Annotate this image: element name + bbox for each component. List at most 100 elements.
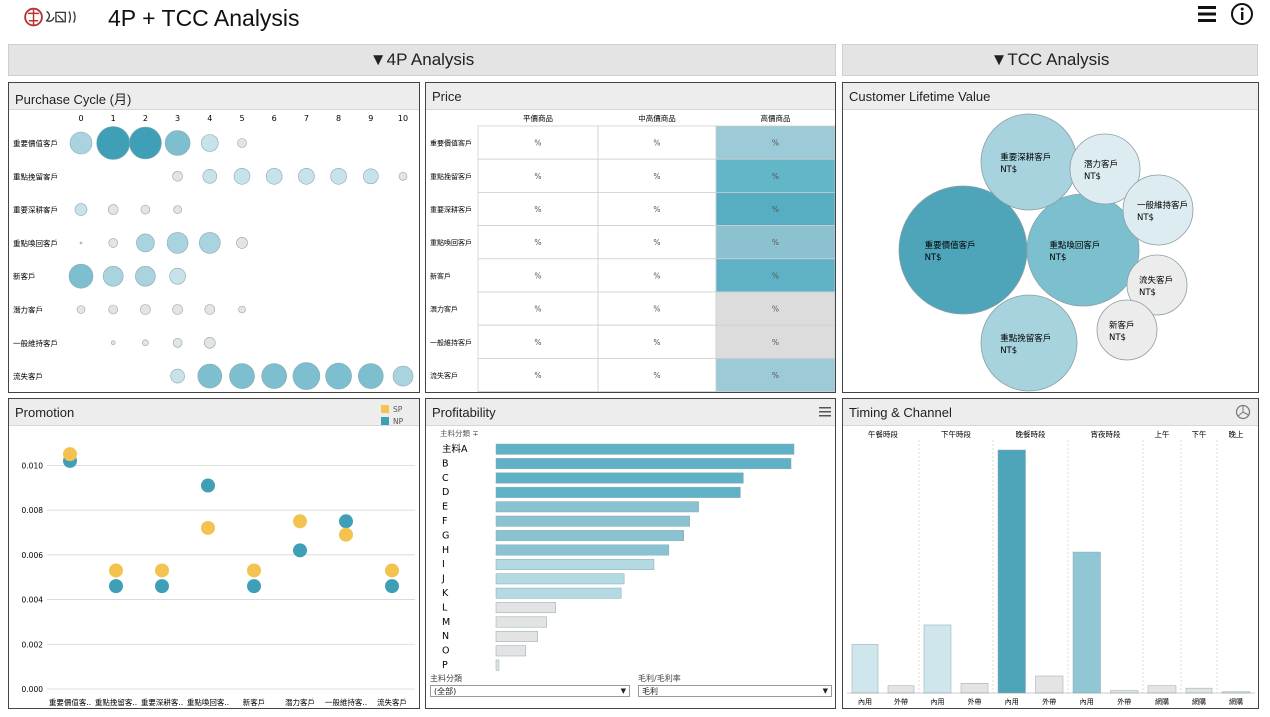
clv-bubble[interactable] (1126, 254, 1188, 316)
cycle-bubble[interactable] (237, 138, 247, 148)
promo-point[interactable] (339, 514, 353, 529)
price-cell[interactable] (597, 258, 717, 293)
section-4p-analysis[interactable]: ▼4P Analysis (8, 44, 836, 76)
cycle-bubble[interactable] (74, 203, 88, 216)
cycle-bubble[interactable] (261, 363, 288, 389)
promo-point[interactable] (109, 579, 123, 594)
cycle-bubble[interactable] (201, 134, 219, 152)
price-cell[interactable] (477, 125, 599, 160)
cycle-bubble[interactable] (110, 340, 116, 346)
profit-bar[interactable] (495, 515, 690, 527)
cycle-bubble[interactable] (172, 304, 183, 315)
cycle-bubble[interactable] (140, 204, 151, 215)
cycle-bubble[interactable] (129, 126, 162, 160)
profit-bar[interactable] (495, 501, 699, 513)
price-cell[interactable] (715, 192, 835, 227)
channel-bar[interactable] (851, 644, 879, 694)
channel-bar[interactable] (1110, 690, 1139, 694)
channel-bar[interactable] (1072, 551, 1101, 694)
price-cell[interactable] (715, 291, 835, 326)
cycle-bubble[interactable] (102, 265, 124, 287)
material-category-dropdown[interactable]: (全部) ▼ (430, 685, 630, 697)
profit-bar[interactable] (495, 486, 741, 498)
clv-bubble[interactable] (980, 294, 1078, 392)
price-cell[interactable] (715, 225, 835, 260)
promo-point[interactable] (293, 514, 307, 529)
promo-point[interactable] (293, 543, 307, 558)
promo-point[interactable] (155, 563, 169, 578)
cycle-bubble[interactable] (108, 304, 118, 315)
promo-point[interactable] (155, 579, 169, 594)
price-cell[interactable] (715, 357, 835, 392)
channel-bar[interactable] (887, 685, 915, 694)
cycle-bubble[interactable] (325, 362, 352, 390)
promo-point[interactable] (63, 447, 77, 462)
cycle-bubble[interactable] (140, 304, 151, 315)
cycle-bubble[interactable] (357, 363, 384, 389)
cycle-bubble[interactable] (164, 130, 191, 156)
cycle-bubble[interactable] (107, 204, 119, 215)
cycle-bubble[interactable] (68, 263, 94, 289)
promo-point[interactable] (201, 478, 215, 493)
promo-point[interactable] (109, 563, 123, 578)
cycle-bubble[interactable] (166, 232, 189, 254)
channel-bar[interactable] (997, 449, 1026, 694)
price-cell[interactable] (597, 324, 717, 359)
profit-bar[interactable] (495, 659, 500, 671)
cycle-bubble[interactable] (79, 241, 83, 245)
section-tcc-analysis[interactable]: ▼TCC Analysis (842, 44, 1258, 76)
menu-icon[interactable] (818, 405, 832, 419)
cycle-bubble[interactable] (298, 168, 315, 185)
cycle-bubble[interactable] (229, 363, 255, 389)
cycle-bubble[interactable] (172, 338, 183, 348)
channel-bar[interactable] (960, 683, 989, 694)
cycle-bubble[interactable] (197, 363, 223, 389)
profit-bar[interactable] (495, 443, 795, 455)
profit-bar[interactable] (495, 630, 538, 642)
cycle-bubble[interactable] (392, 365, 414, 387)
profit-bar[interactable] (495, 458, 792, 470)
cycle-bubble[interactable] (362, 168, 379, 185)
cycle-bubble[interactable] (76, 305, 86, 314)
cycle-bubble[interactable] (173, 205, 182, 214)
cycle-bubble[interactable] (170, 368, 185, 384)
cycle-bubble[interactable] (330, 168, 347, 185)
promo-point[interactable] (201, 520, 215, 535)
price-cell[interactable] (477, 158, 599, 193)
cycle-bubble[interactable] (204, 304, 216, 315)
price-cell[interactable] (715, 324, 835, 359)
cycle-bubble[interactable] (69, 131, 93, 155)
cycle-bubble[interactable] (96, 126, 130, 160)
clv-bubble[interactable] (1069, 133, 1141, 205)
cycle-bubble[interactable] (292, 362, 321, 390)
price-cell[interactable] (715, 258, 835, 293)
cycle-bubble[interactable] (238, 305, 246, 314)
profit-bar[interactable] (495, 602, 556, 614)
cycle-bubble[interactable] (169, 267, 186, 285)
promo-point[interactable] (247, 563, 261, 578)
profit-bar[interactable] (495, 587, 622, 599)
price-cell[interactable] (477, 192, 599, 227)
price-cell[interactable] (597, 225, 717, 260)
price-cell[interactable] (477, 258, 599, 293)
price-cell[interactable] (715, 158, 835, 193)
cycle-bubble[interactable] (398, 172, 408, 181)
channel-bar[interactable] (1185, 687, 1213, 694)
info-icon[interactable] (1230, 2, 1254, 26)
profit-bar[interactable] (495, 544, 670, 556)
cycle-bubble[interactable] (108, 238, 118, 248)
channel-bar[interactable] (1035, 675, 1064, 694)
promo-point[interactable] (339, 527, 353, 542)
profit-bar[interactable] (495, 530, 684, 542)
cycle-bubble[interactable] (135, 265, 156, 287)
menu-icon[interactable] (1196, 2, 1220, 26)
profit-bar[interactable] (495, 573, 625, 585)
profit-bar[interactable] (495, 558, 655, 570)
price-cell[interactable] (597, 357, 717, 392)
cycle-bubble[interactable] (204, 337, 216, 349)
profit-bar[interactable] (495, 616, 547, 628)
cycle-bubble[interactable] (233, 168, 251, 185)
promo-point[interactable] (385, 563, 399, 578)
cycle-bubble[interactable] (136, 233, 155, 253)
pie-chart-icon[interactable] (1235, 404, 1251, 420)
